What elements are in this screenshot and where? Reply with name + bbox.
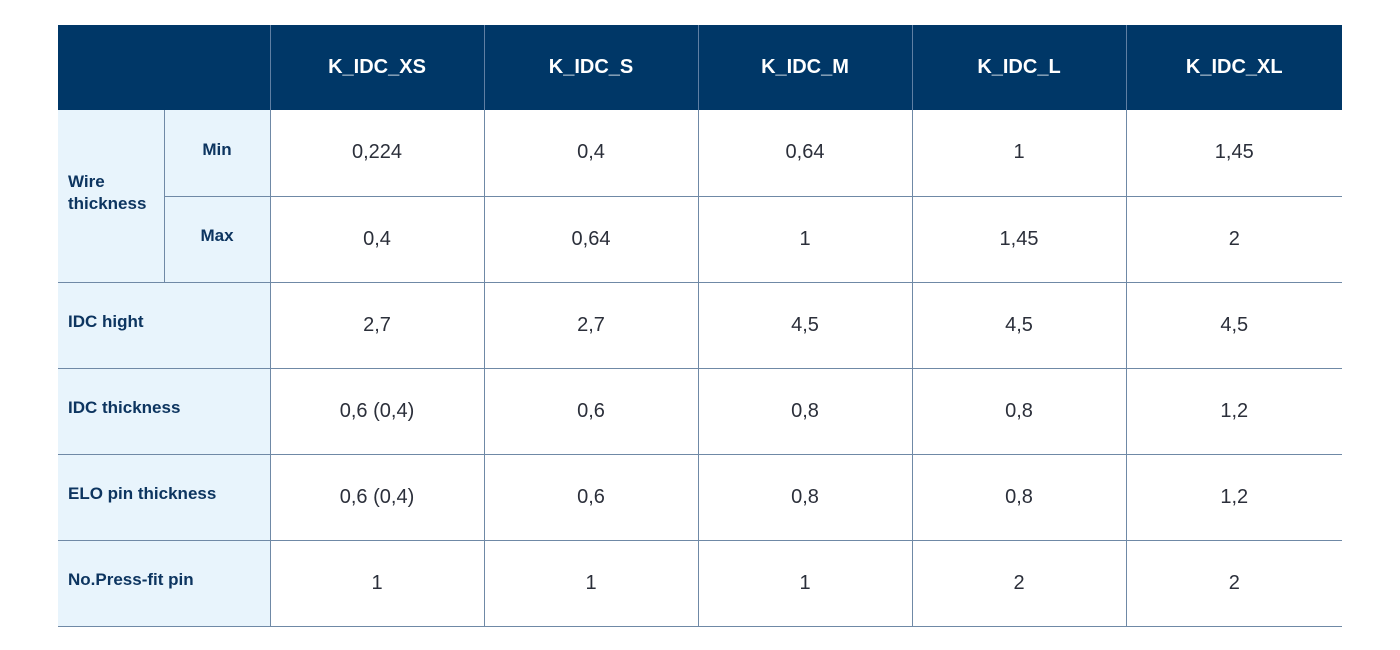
table-cell: 0,224 <box>269 110 484 197</box>
row-label-wire-thickness: Wire thickness <box>58 110 164 283</box>
row-label-idc-thickness: IDC thickness <box>58 368 270 455</box>
table-cell: 2 <box>911 540 1126 627</box>
table-cell: 1 <box>911 110 1126 197</box>
table-cell: 1 <box>269 540 484 627</box>
column-header-l: K_IDC_L <box>911 25 1126 110</box>
table-cell: 0,4 <box>269 196 484 283</box>
header-corner-cell <box>58 25 270 110</box>
table-cell: 1,2 <box>1125 454 1342 541</box>
row-label-idc-hight: IDC hight <box>58 282 270 369</box>
table-cell: 2,7 <box>483 282 698 369</box>
column-header-xl: K_IDC_XL <box>1125 25 1342 110</box>
specification-table: K_IDC_XS K_IDC_S K_IDC_M K_IDC_L K_IDC_X… <box>58 25 1342 627</box>
table-row-wire-max: Max 0,4 0,64 1 1,45 2 <box>58 196 1342 283</box>
table-cell: 0,64 <box>697 110 912 197</box>
table-row-idc-hight: IDC hight 2,7 2,7 4,5 4,5 4,5 <box>58 282 1342 369</box>
column-header-xs: K_IDC_XS <box>269 25 484 110</box>
table-cell: 4,5 <box>1125 282 1342 369</box>
table-cell: 0,6 <box>483 368 698 455</box>
table-row-elo-pin-thickness: ELO pin thickness 0,6 (0,4) 0,6 0,8 0,8 … <box>58 454 1342 541</box>
table-row-wire-min: Wire thickness Min 0,224 0,4 0,64 1 1,45 <box>58 110 1342 283</box>
table-cell: 2,7 <box>269 282 484 369</box>
table-row-press-fit-pin: No.Press-fit pin 1 1 1 2 2 <box>58 540 1342 627</box>
table-cell: 4,5 <box>911 282 1126 369</box>
table-cell: 0,6 (0,4) <box>269 454 484 541</box>
table-cell: 1,2 <box>1125 368 1342 455</box>
row-label-elo-pin-thickness: ELO pin thickness <box>58 454 270 541</box>
table-cell: 0,8 <box>697 454 912 541</box>
table-cell: 2 <box>1125 196 1342 283</box>
table-cell: 1,45 <box>1125 110 1342 197</box>
table-cell: 0,6 <box>483 454 698 541</box>
table-cell: 1 <box>697 196 912 283</box>
table-cell: 2 <box>1125 540 1342 627</box>
table-cell: 0,64 <box>483 196 698 283</box>
row-sublabel-max: Max <box>163 196 270 283</box>
table-cell: 0,4 <box>483 110 698 197</box>
table-cell: 0,8 <box>911 454 1126 541</box>
column-header-m: K_IDC_M <box>697 25 912 110</box>
row-sublabel-min: Min <box>163 110 270 197</box>
header-row: K_IDC_XS K_IDC_S K_IDC_M K_IDC_L K_IDC_X… <box>58 25 1342 110</box>
table-row-idc-thickness: IDC thickness 0,6 (0,4) 0,6 0,8 0,8 1,2 <box>58 368 1342 455</box>
table-cell: 1 <box>697 540 912 627</box>
table-cell: 1,45 <box>911 196 1126 283</box>
table-cell: 4,5 <box>697 282 912 369</box>
table-cell: 0,8 <box>697 368 912 455</box>
table-cell: 0,6 (0,4) <box>269 368 484 455</box>
row-label-press-fit-pin: No.Press-fit pin <box>58 540 270 627</box>
table-cell: 1 <box>483 540 698 627</box>
table-cell: 0,8 <box>911 368 1126 455</box>
column-header-s: K_IDC_S <box>483 25 698 110</box>
